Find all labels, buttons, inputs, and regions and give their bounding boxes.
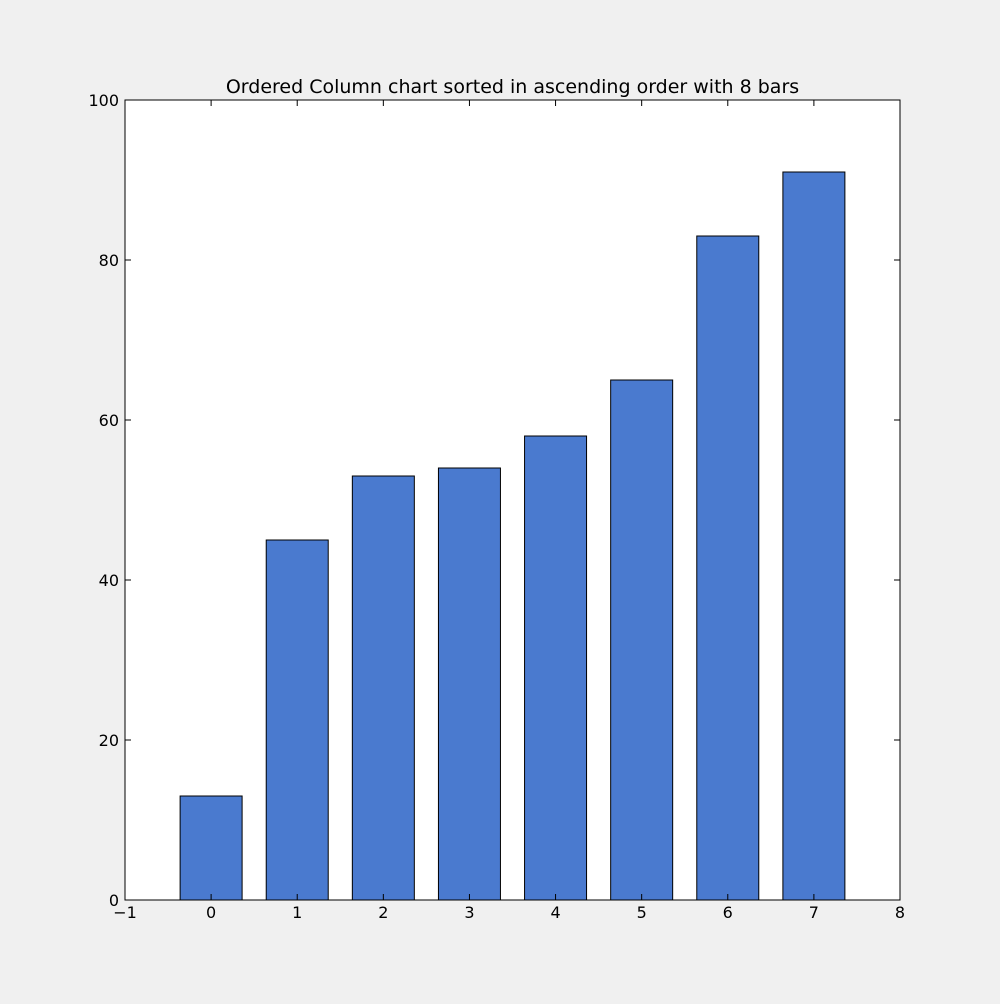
bar-3: [437, 467, 501, 901]
x-tick-label: 7: [809, 903, 819, 922]
y-tick-label: 40: [99, 571, 119, 590]
x-tick-label: 2: [378, 903, 388, 922]
plot-frame: [124, 99, 901, 901]
plot-area: [125, 100, 900, 900]
x-tick-label: 1: [292, 903, 302, 922]
y-tick-label: 100: [88, 91, 119, 110]
x-tick-label: 4: [550, 903, 560, 922]
bar-5: [610, 379, 674, 901]
y-tick-label: 60: [99, 411, 119, 430]
x-tick-label: 0: [206, 903, 216, 922]
y-tick-label: 80: [99, 251, 119, 270]
x-tick-label: 8: [895, 903, 905, 922]
bar-0: [179, 795, 243, 901]
x-tick-label: 3: [464, 903, 474, 922]
bars-group: [179, 171, 846, 901]
bar-6: [696, 235, 760, 901]
y-tick-label: 20: [99, 731, 119, 750]
x-tick-label: −1: [113, 903, 137, 922]
bar-1: [265, 539, 329, 901]
bar-2: [351, 475, 415, 901]
bar-7: [782, 171, 846, 901]
y-tick-label: 0: [109, 891, 119, 910]
bar-4: [524, 435, 588, 901]
x-tick-label: 6: [723, 903, 733, 922]
x-tick-label: 5: [637, 903, 647, 922]
chart-title: Ordered Column chart sorted in ascending…: [226, 76, 799, 98]
